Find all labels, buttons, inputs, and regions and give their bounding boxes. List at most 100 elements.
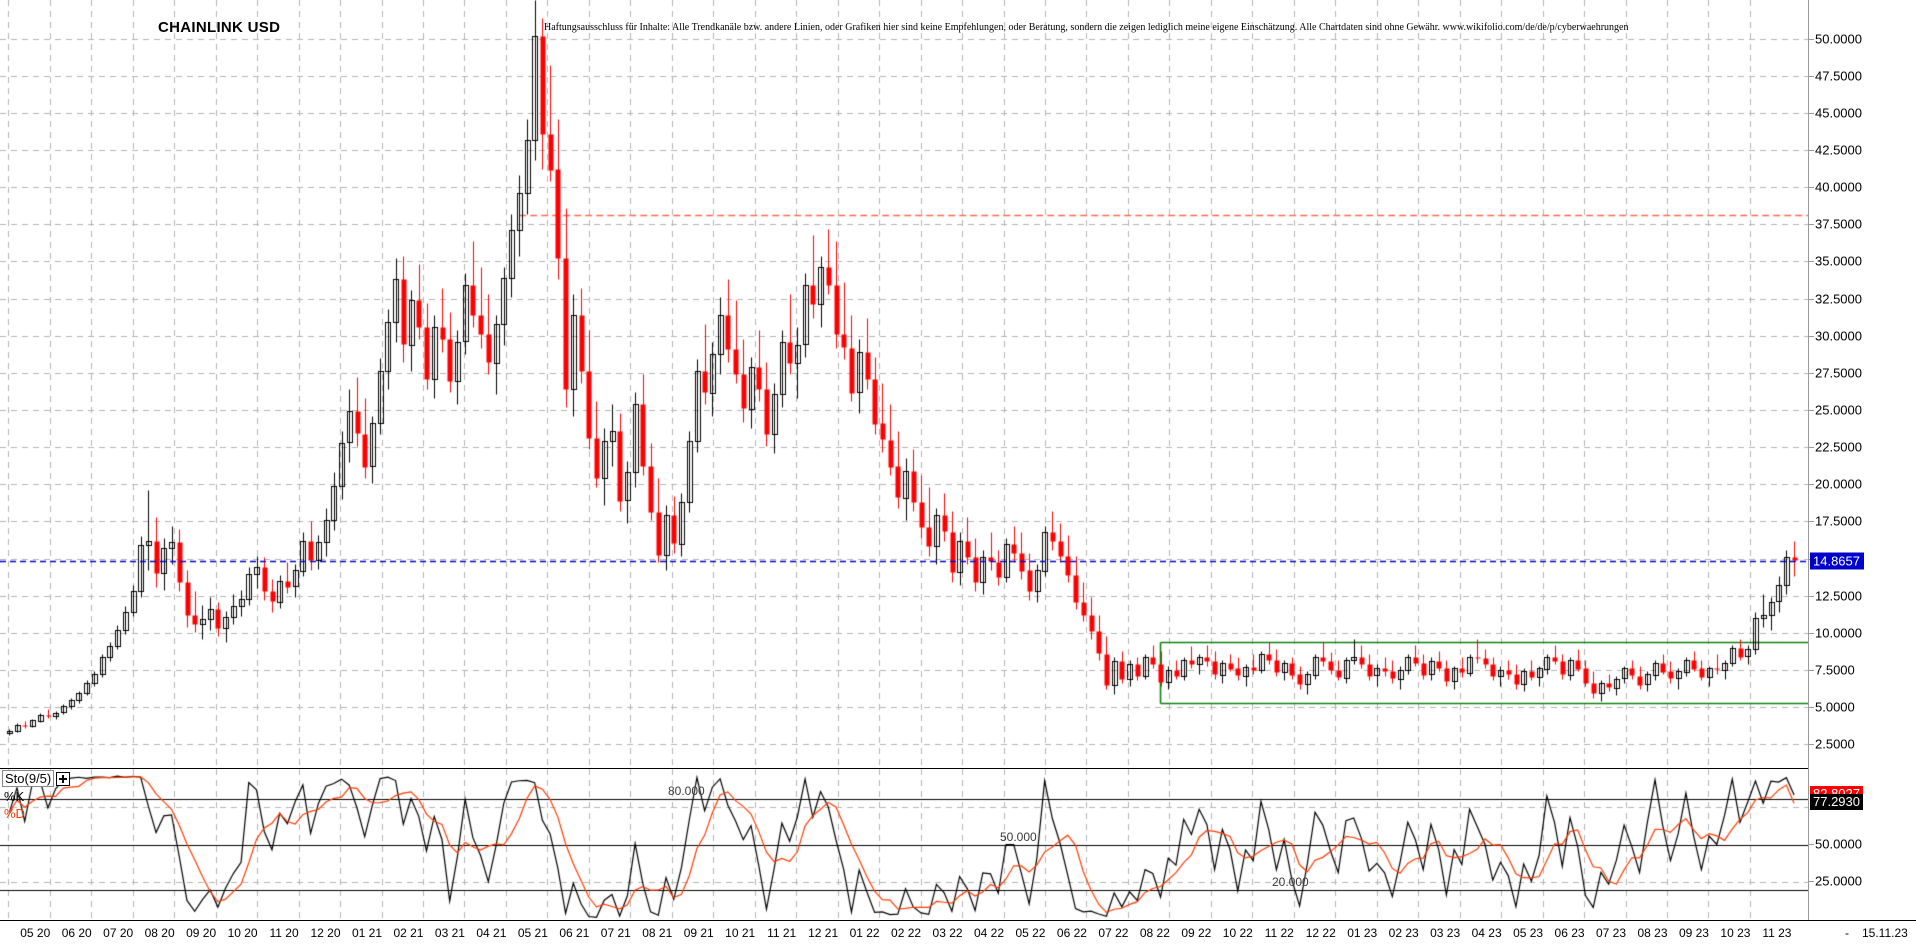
price-axis-label: 2.5000: [1815, 736, 1855, 752]
date-axis[interactable]: - 15.11.23 05 20 06 20 07 20 08 20 09 20 10 2…: [0, 920, 1916, 948]
date-axis-label: 05 21: [517, 926, 548, 940]
price-axis-tick: [1809, 632, 1814, 634]
date-axis-label: 01 21: [351, 926, 382, 940]
date-axis-label: 12 20: [310, 926, 341, 940]
price-axis-label: 40.0000: [1815, 179, 1862, 195]
price-axis-tick: [1809, 484, 1814, 486]
date-axis-label: 09 21: [683, 926, 714, 940]
page-title: CHAINLINK USD: [158, 19, 281, 36]
price-axis-tick: [1809, 447, 1814, 449]
date-axis-label: 05 20: [20, 926, 51, 940]
date-axis-label: 07 23: [1596, 926, 1627, 940]
price-axis-label: 50.0000: [1815, 31, 1862, 47]
date-axis-label: 07 21: [600, 926, 631, 940]
date-axis-label: 02 21: [393, 926, 424, 940]
price-axis-tick: [1809, 150, 1814, 152]
price-axis-label: 22.5000: [1815, 439, 1862, 455]
last-date-label: 15.11.23: [1862, 926, 1908, 940]
price-chart-canvas[interactable]: [0, 0, 1808, 768]
price-axis-label: 35.0000: [1815, 253, 1862, 269]
date-axis-label: 01 23: [1347, 926, 1378, 940]
price-axis-tick: [1809, 669, 1814, 671]
last-price-badge[interactable]: 14.8657: [1810, 552, 1864, 570]
stochastic-canvas[interactable]: [0, 769, 1808, 920]
price-axis-tick: [1809, 38, 1814, 40]
price-axis-tick: [1809, 707, 1814, 709]
price-axis-label: 42.5000: [1815, 142, 1862, 158]
price-axis-tick: [1809, 595, 1814, 597]
disclaimer-text: Haftungsausschluss für Inhalte: Alle Tre…: [544, 22, 1629, 33]
indicator-axis-label: 50.0000: [1815, 836, 1862, 851]
date-axis-label: 01 22: [849, 926, 880, 940]
indicator-axis-tick: [1809, 843, 1814, 845]
date-axis-label: 10 20: [227, 926, 258, 940]
price-axis-label: 30.0000: [1815, 328, 1862, 344]
date-axis-label: 10 23: [1720, 926, 1751, 940]
date-axis-label: 08 22: [1139, 926, 1170, 940]
date-axis-separator: -: [1845, 926, 1849, 940]
price-axis[interactable]: 50.0000 47.5000 45.0000 42.5000 40.0000 37.50…: [1808, 0, 1916, 920]
price-axis-label: 10.0000: [1815, 625, 1862, 641]
price-axis-tick: [1809, 187, 1814, 189]
date-axis-label: 07 20: [103, 926, 134, 940]
price-axis-label: 25.0000: [1815, 402, 1862, 418]
date-axis-label: 06 22: [1056, 926, 1087, 940]
price-axis-label: 37.5000: [1815, 216, 1862, 232]
indicator-level-label: 80.000: [668, 784, 705, 799]
date-axis-label: 05 22: [1015, 926, 1046, 940]
price-axis-tick: [1809, 335, 1814, 337]
date-axis-label: 08 21: [642, 926, 673, 940]
date-axis-label: 07 22: [1098, 926, 1129, 940]
indicator-axis-label: 25.0000: [1815, 873, 1862, 889]
indicator-name-label[interactable]: Sto(9/5): [2, 770, 55, 787]
price-axis-label: 32.5000: [1815, 291, 1862, 307]
price-chart-pane[interactable]: [0, 0, 1808, 768]
date-axis-label: 04 21: [476, 926, 507, 940]
expand-plus-icon[interactable]: [56, 771, 71, 786]
price-axis-label: 45.0000: [1815, 105, 1862, 121]
date-axis-label: 11 21: [767, 926, 797, 940]
price-axis-label: 20.0000: [1815, 476, 1862, 492]
date-axis-label: 06 23: [1554, 926, 1585, 940]
date-axis-label: 02 23: [1388, 926, 1419, 940]
price-axis-label: 7.5000: [1815, 662, 1855, 678]
date-axis-label: 02 22: [891, 926, 922, 940]
date-axis-label: 06 21: [559, 926, 590, 940]
indicator-level-label: 20.000: [1272, 874, 1309, 889]
stochastic-d-badge[interactable]: 77.2930: [1810, 794, 1863, 811]
price-axis-label: 12.5000: [1815, 588, 1862, 604]
price-axis-tick: [1809, 744, 1814, 746]
date-axis-label: 08 20: [144, 926, 175, 940]
price-axis-label: 5.0000: [1815, 699, 1855, 715]
date-axis-label: 10 21: [725, 926, 756, 940]
date-axis-label: 08 23: [1637, 926, 1668, 940]
series-d-label: %D: [4, 806, 25, 821]
indicator-legend[interactable]: Sto(9/5): [2, 770, 71, 787]
date-axis-label: 03 21: [434, 926, 465, 940]
date-axis-label: 05 23: [1513, 926, 1544, 940]
indicator-axis-tick: [1809, 881, 1814, 883]
indicator-level-label: 50.000: [1000, 829, 1037, 844]
date-axis-label: 11 23: [1762, 926, 1792, 940]
price-axis-tick: [1809, 409, 1814, 411]
price-axis-tick: [1809, 224, 1814, 226]
date-axis-label: 03 23: [1430, 926, 1461, 940]
date-axis-label: 04 23: [1471, 926, 1502, 940]
date-axis-label: 03 22: [932, 926, 963, 940]
date-axis-label: 10 22: [1222, 926, 1253, 940]
date-axis-label: 11 20: [269, 926, 299, 940]
date-axis-label: 12 22: [1305, 926, 1336, 940]
date-axis-label: 12 21: [808, 926, 839, 940]
date-axis-label: 06 20: [61, 926, 92, 940]
price-axis-label: 27.5000: [1815, 365, 1862, 381]
price-axis-label: 47.5000: [1815, 68, 1862, 84]
price-axis-tick: [1809, 261, 1814, 263]
price-axis-tick: [1809, 372, 1814, 374]
date-axis-label: 09 22: [1181, 926, 1212, 940]
date-axis-label: 09 20: [186, 926, 217, 940]
date-axis-label: 09 23: [1678, 926, 1709, 940]
price-axis-tick: [1809, 298, 1814, 300]
price-axis-tick: [1809, 75, 1814, 77]
stochastic-indicator-pane[interactable]: [0, 768, 1808, 920]
